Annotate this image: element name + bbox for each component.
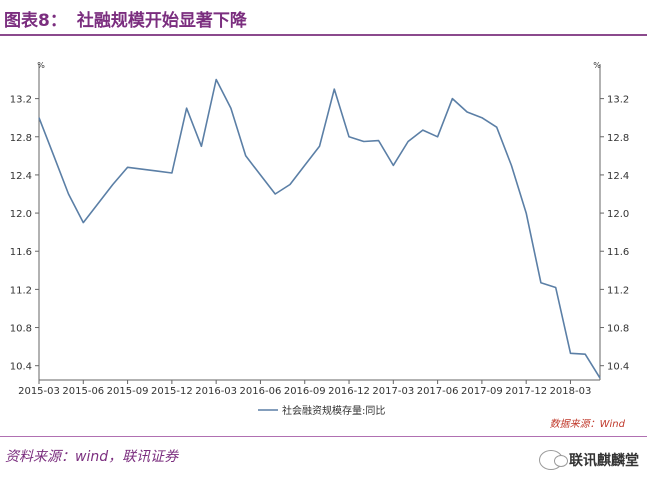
x-tick-label: 2015-12 (151, 386, 193, 397)
y-tick-label-left: 12.4 (10, 171, 32, 182)
y-tick-label-right: 12.4 (607, 171, 629, 182)
series-line (38, 78, 601, 379)
line-chart: 10.410.811.211.612.012.412.813.2 10.410.… (10, 61, 630, 430)
y-tick-label-right: 12.0 (607, 209, 629, 220)
chart-header: 图表8： 社融规模开始显著下降 (4, 6, 637, 36)
y-axis-right: 10.4 10.8 11.2 11.6 12.0 12.4 12.8 13.2 (600, 95, 629, 373)
y-unit-left: % (37, 61, 45, 70)
y-tick-label-left: 10.4 (10, 362, 32, 373)
x-tick-label: 2016-03 (195, 386, 237, 397)
x-tick-label: 2015-06 (62, 386, 104, 397)
footer-divider (0, 436, 647, 437)
x-tick-label: 2018-03 (550, 386, 592, 397)
y-tick-label-right: 13.2 (607, 95, 629, 106)
y-tick-label-right: 11.6 (607, 247, 629, 258)
legend-series-label: 社会融资规模存量:同比 (282, 404, 385, 417)
wechat-icon (539, 450, 568, 470)
x-tick-label: 2017-06 (417, 386, 459, 397)
y-tick-label-right: 10.4 (607, 362, 629, 373)
y-tick-label-right: 11.2 (607, 285, 629, 296)
legend: 社会融资规模存量:同比 (258, 404, 385, 417)
x-tick-label: 2016-12 (328, 386, 370, 397)
axes (38, 64, 601, 381)
brand: 联讯麒麟堂 (539, 450, 639, 470)
y-tick-label-right: 10.8 (607, 324, 629, 335)
y-tick-label-left: 10.8 (10, 324, 32, 335)
x-tick-label: 2016-06 (240, 386, 282, 397)
y-unit-right: % (593, 61, 601, 70)
header-divider (0, 34, 647, 36)
y-tick-label-right: 12.8 (607, 133, 629, 144)
x-tick-label: 2015-09 (107, 386, 149, 397)
figure-label: 图表8： (4, 11, 67, 31)
y-axis-left: 10.4 10.8 11.2 11.6 12.0 12.4 12.8 13.2 (10, 95, 39, 373)
brand-name: 联讯麒麟堂 (569, 453, 639, 469)
plot-area (38, 78, 601, 379)
y-tick-label-left: 12.8 (10, 133, 32, 144)
y-tick-label-left: 11.6 (10, 247, 32, 258)
y-tick-label-left: 13.2 (10, 95, 32, 106)
x-tick-label: 2015-03 (18, 386, 60, 397)
x-tick-label: 2017-12 (505, 386, 547, 397)
chart-title: 社融规模开始显著下降 (76, 11, 247, 31)
x-tick-label: 2016-09 (284, 386, 326, 397)
x-tick-label: 2017-09 (461, 386, 503, 397)
x-axis: 2015-03 2015-06 2015-09 2015-12 2016-03 2016-… (18, 380, 591, 397)
y-tick-label-left: 12.0 (10, 209, 32, 220)
chart-source-note: 数据来源：Wind (550, 418, 626, 430)
footer-source: 资料来源：wind，联讯证券 (5, 449, 179, 465)
y-tick-label-left: 11.2 (10, 285, 32, 296)
x-tick-label: 2017-03 (372, 386, 414, 397)
